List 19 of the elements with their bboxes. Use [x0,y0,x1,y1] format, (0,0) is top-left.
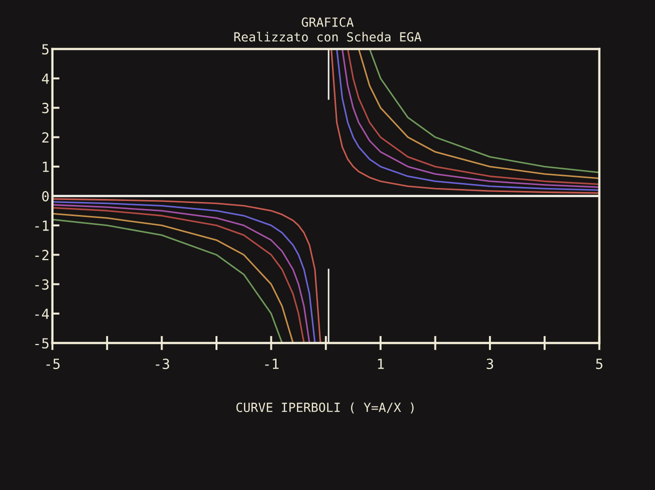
y-tick-label: 0 [42,191,49,202]
y-tick-label: -1 [35,220,49,231]
x-tick-label: 5 [596,358,602,370]
chart-subtitle: Realizzato con Scheda EGA [234,32,422,42]
y-tick-label: -4 [35,308,49,319]
y-tick-label: 1 [42,162,49,172]
y-tick-label: 2 [42,132,48,143]
x-tick-label: 1 [378,358,384,369]
y-tick-label: 3 [42,102,49,114]
x-axis-title: CURVE IPERBOLI ( Y=A/X ) [236,402,414,414]
x-tick-label: -3 [156,358,170,370]
y-tick-label: 4 [42,74,49,84]
y-tick-label: -5 [35,338,49,349]
x-tick-label: 3 [486,358,494,370]
y-tick-label: -2 [35,250,48,260]
y-tick-label: 5 [42,44,49,55]
y-tick-label: -3 [35,279,49,290]
chart-title: GRAFICA [302,17,354,27]
x-tick-label: -1 [265,358,279,369]
